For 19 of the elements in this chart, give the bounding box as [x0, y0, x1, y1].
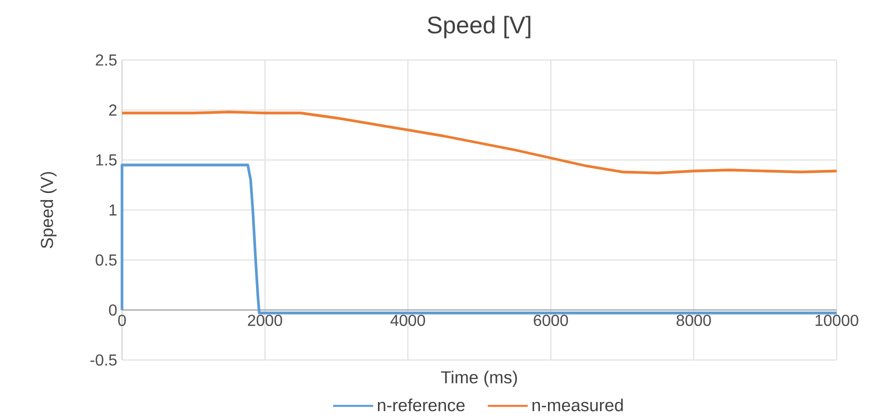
x-axis-title: Time (ms) — [441, 370, 517, 387]
legend-label: n-reference — [378, 398, 465, 412]
y-tick-label: 1 — [110, 204, 117, 216]
x-tick-label: 0 — [118, 314, 126, 326]
y-axis-title: Speed (V) — [40, 172, 57, 248]
x-tick-label: 6000 — [534, 314, 568, 326]
y-tick-label: 0.5 — [96, 254, 117, 266]
y-tick-label: 2.5 — [96, 54, 117, 66]
y-tick-label: 1.5 — [96, 154, 117, 166]
x-tick-label: 10000 — [816, 314, 858, 326]
y-tick-label: 2 — [109, 104, 116, 116]
x-tick-label: 2000 — [248, 314, 282, 326]
y-tick-label: -0.5 — [90, 354, 117, 366]
line-series — [120, 163, 838, 314]
y-tick-label: 0 — [109, 304, 117, 316]
legend-label: n-measured — [532, 398, 623, 412]
chart-title: Speed [V] — [428, 16, 530, 38]
x-tick-label: 8000 — [676, 314, 711, 326]
x-tick-label: 4000 — [390, 314, 426, 326]
